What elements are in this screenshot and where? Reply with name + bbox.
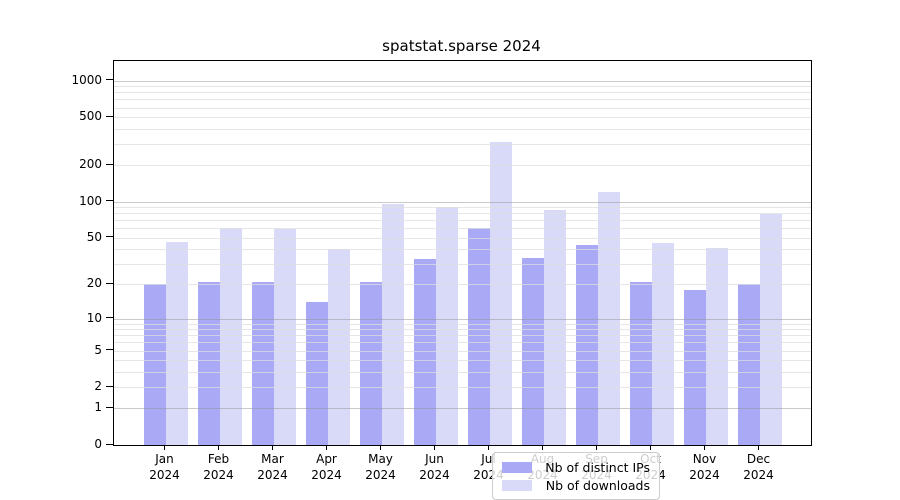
bar-ips-dec: [737, 284, 760, 445]
y-tick-label-20: 20: [86, 276, 102, 291]
y-tick-mark-50: [106, 236, 113, 238]
bar-ips-sep: [575, 245, 598, 445]
x-tick-mark-oct: [650, 445, 652, 450]
legend: Nb of distinct IPs Nb of downloads: [492, 452, 660, 500]
bar-ips-nov: [683, 289, 706, 445]
x-tick-mark-mar: [272, 445, 274, 450]
gridline-minor-500: [114, 117, 811, 119]
y-tick-mark-20: [106, 282, 113, 285]
bar-downloads-apr: [327, 249, 350, 445]
y-tick-mark-200: [106, 163, 113, 166]
gridline-minor-90: [114, 207, 811, 209]
bar-downloads-may: [381, 204, 404, 445]
gridline-minor-200: [114, 165, 811, 167]
bar-ips-apr: [305, 302, 328, 445]
x-tick-mark-may: [380, 445, 382, 450]
y-tick-mark-1: [106, 406, 113, 409]
x-tick-label-apr: Apr 2024: [311, 452, 342, 482]
x-tick-mark-jul: [488, 445, 490, 450]
gridline-minor-70: [114, 220, 811, 222]
bar-downloads-nov: [705, 247, 728, 445]
legend-row-downloads: Nb of downloads: [502, 476, 650, 494]
bar-downloads-jan: [165, 241, 188, 445]
y-tick-label-1000: 1000: [71, 72, 102, 87]
bar-downloads-aug: [543, 210, 566, 445]
x-tick-mark-sep: [596, 445, 598, 450]
gridline-minor-600: [114, 107, 811, 109]
y-tick-label-50: 50: [86, 229, 102, 244]
x-tick-label-feb: Feb 2024: [203, 452, 234, 482]
bar-downloads-mar: [273, 229, 296, 445]
gridline-minor-400: [114, 128, 811, 130]
gridline-minor-800: [114, 92, 811, 94]
y-tick-mark-0: [106, 443, 113, 445]
y-tick-mark-2: [106, 385, 113, 387]
y-tick-label-200: 200: [79, 157, 102, 172]
bar-downloads-jul: [489, 142, 512, 445]
gridline-minor-900: [114, 86, 811, 88]
x-tick-label-nov: Nov 2024: [689, 452, 720, 482]
gridline-minor-300: [114, 144, 811, 145]
bar-ips-jun: [413, 259, 436, 445]
y-tick-mark-1000: [106, 79, 113, 81]
chart-title: spatstat.sparse 2024: [382, 37, 541, 55]
x-tick-label-jun: Jun 2024: [419, 452, 450, 482]
y-tick-mark-500: [106, 115, 113, 117]
legend-label-distinct-ips: Nb of distinct IPs: [545, 459, 650, 475]
bar-downloads-jun: [435, 207, 458, 445]
x-tick-mark-apr: [326, 445, 328, 450]
y-tick-label-0: 0: [94, 437, 102, 451]
x-tick-label-dec: Dec 2024: [743, 452, 774, 482]
y-tick-label-10: 10: [86, 310, 102, 325]
bar-ips-mar: [251, 282, 274, 445]
legend-swatch-downloads: [502, 479, 532, 491]
x-tick-mark-jun: [434, 445, 436, 450]
bar-downloads-sep: [597, 192, 620, 445]
bar-ips-oct: [629, 282, 652, 445]
x-tick-label-may: May 2024: [365, 452, 396, 482]
legend-label-downloads: Nb of downloads: [545, 477, 650, 493]
plot-area: Nb of distinct IPs Nb of downloads: [113, 60, 812, 500]
bar-downloads-feb: [219, 228, 242, 445]
y-tick-label-2: 2: [94, 379, 102, 394]
y-tick-mark-100: [106, 200, 113, 202]
bar-ips-may: [359, 282, 382, 445]
bar-downloads-dec: [759, 213, 782, 445]
legend-swatch-distinct-ips: [502, 461, 532, 473]
bar-ips-feb: [197, 282, 220, 445]
gridline-minor-80: [114, 213, 811, 215]
gridline-major-1000: [114, 80, 811, 82]
bar-ips-jan: [143, 284, 166, 445]
y-tick-label-1: 1: [94, 400, 102, 415]
bar-ips-aug: [521, 257, 544, 445]
x-tick-mark-jan: [164, 445, 166, 450]
x-tick-label-jan: Jan 2024: [149, 452, 180, 482]
y-tick-mark-5: [106, 349, 113, 351]
x-tick-label-mar: Mar 2024: [257, 452, 288, 482]
y-tick-label-100: 100: [79, 193, 102, 208]
bar-ips-jul: [467, 228, 490, 445]
y-tick-mark-10: [106, 317, 113, 319]
legend-row-distinct-ips: Nb of distinct IPs: [502, 458, 650, 476]
x-tick-mark-aug: [542, 445, 544, 450]
gridline-minor-700: [114, 99, 811, 101]
x-tick-mark-nov: [704, 445, 706, 450]
x-tick-mark-dec: [758, 445, 760, 450]
bar-downloads-oct: [651, 243, 674, 445]
gridline-major-100: [114, 201, 811, 203]
y-tick-label-5: 5: [94, 342, 102, 357]
x-tick-mark-feb: [218, 445, 220, 450]
y-tick-label-500: 500: [79, 109, 102, 124]
